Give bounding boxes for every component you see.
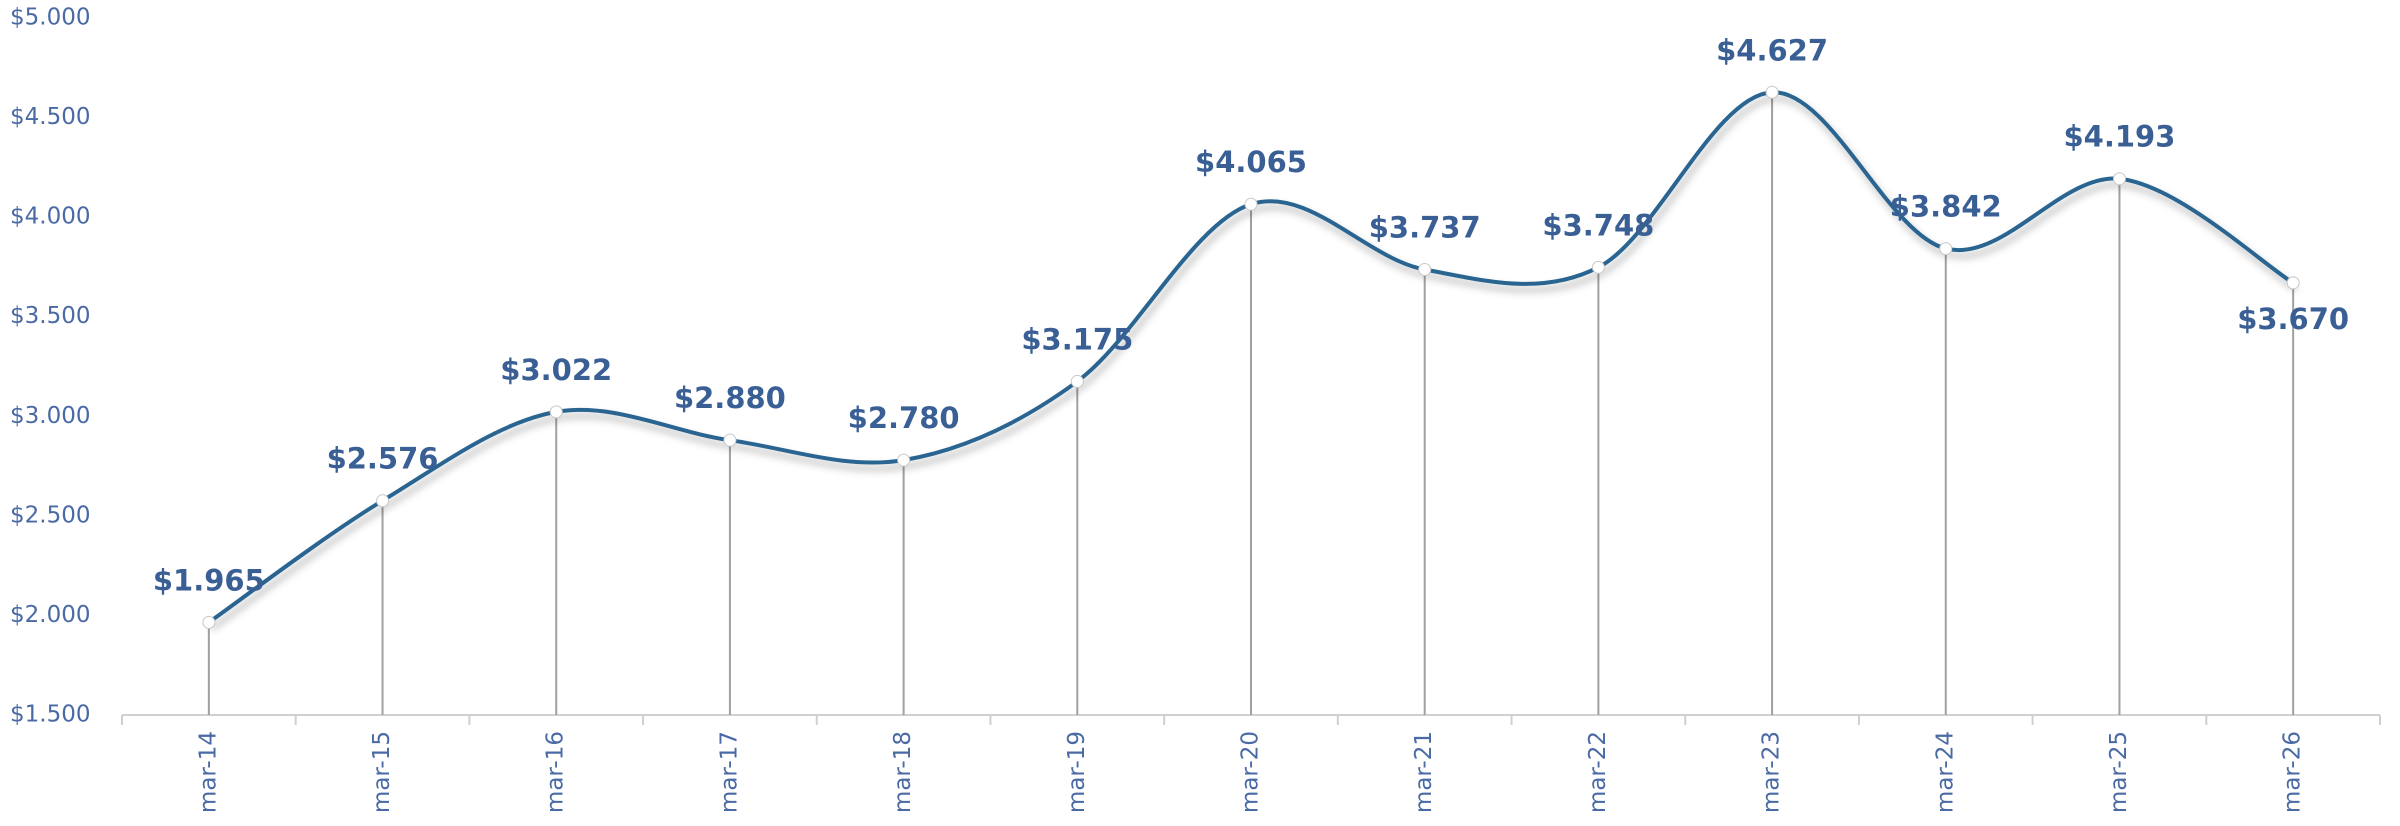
x-tick-label: mar-20 xyxy=(1238,731,1264,813)
x-tick-label: mar-14 xyxy=(195,731,221,813)
marker xyxy=(1418,263,1432,277)
data-label: $2.576 xyxy=(327,442,439,476)
marker xyxy=(1765,85,1779,99)
data-label: $4.193 xyxy=(2064,120,2176,154)
y-tick-label: $3.000 xyxy=(10,403,90,429)
data-label: $2.780 xyxy=(848,401,960,435)
y-tick-label: $2.000 xyxy=(10,602,90,628)
x-tick-label: mar-15 xyxy=(369,731,395,813)
data-label: $2.880 xyxy=(674,381,786,415)
marker xyxy=(549,405,563,419)
data-label: $3.670 xyxy=(2237,302,2349,336)
data-label: $1.965 xyxy=(153,563,265,597)
marker xyxy=(2286,276,2300,290)
data-label: $3.737 xyxy=(1369,211,1481,245)
data-label: $3.022 xyxy=(500,353,612,387)
marker xyxy=(723,433,737,447)
x-tick-label: mar-22 xyxy=(1585,731,1611,813)
x-tick-label: mar-16 xyxy=(543,731,569,813)
data-label: $3.175 xyxy=(1021,322,1133,356)
marker xyxy=(376,494,390,508)
x-tick-label: mar-21 xyxy=(1411,731,1437,813)
marker xyxy=(897,453,911,467)
data-label: $3.748 xyxy=(1542,208,1654,242)
marker xyxy=(1070,374,1084,388)
x-tick-label: mar-23 xyxy=(1759,731,1785,813)
x-tick-label: mar-25 xyxy=(2106,731,2132,813)
y-tick-label: $1.500 xyxy=(10,702,90,728)
x-tick-label: mar-17 xyxy=(716,731,742,813)
y-tick-label: $4.000 xyxy=(10,204,90,230)
marker xyxy=(202,615,216,629)
marker xyxy=(1939,242,1953,256)
y-tick-label: $3.500 xyxy=(10,303,90,329)
data-label: $4.627 xyxy=(1716,33,1828,67)
x-tick-label: mar-24 xyxy=(1932,731,1958,813)
y-tick-label: $5.000 xyxy=(10,5,90,31)
x-tick-label: mar-19 xyxy=(1064,731,1090,813)
marker xyxy=(1591,260,1605,274)
marker xyxy=(1244,197,1258,211)
marker xyxy=(2112,172,2126,186)
x-tick-label: mar-18 xyxy=(890,731,916,813)
y-tick-label: $2.500 xyxy=(10,502,90,528)
data-label: $4.065 xyxy=(1195,145,1307,179)
x-tick-label: mar-26 xyxy=(2280,731,2306,813)
y-tick-label: $4.500 xyxy=(10,104,90,130)
data-label: $3.842 xyxy=(1890,190,2002,224)
